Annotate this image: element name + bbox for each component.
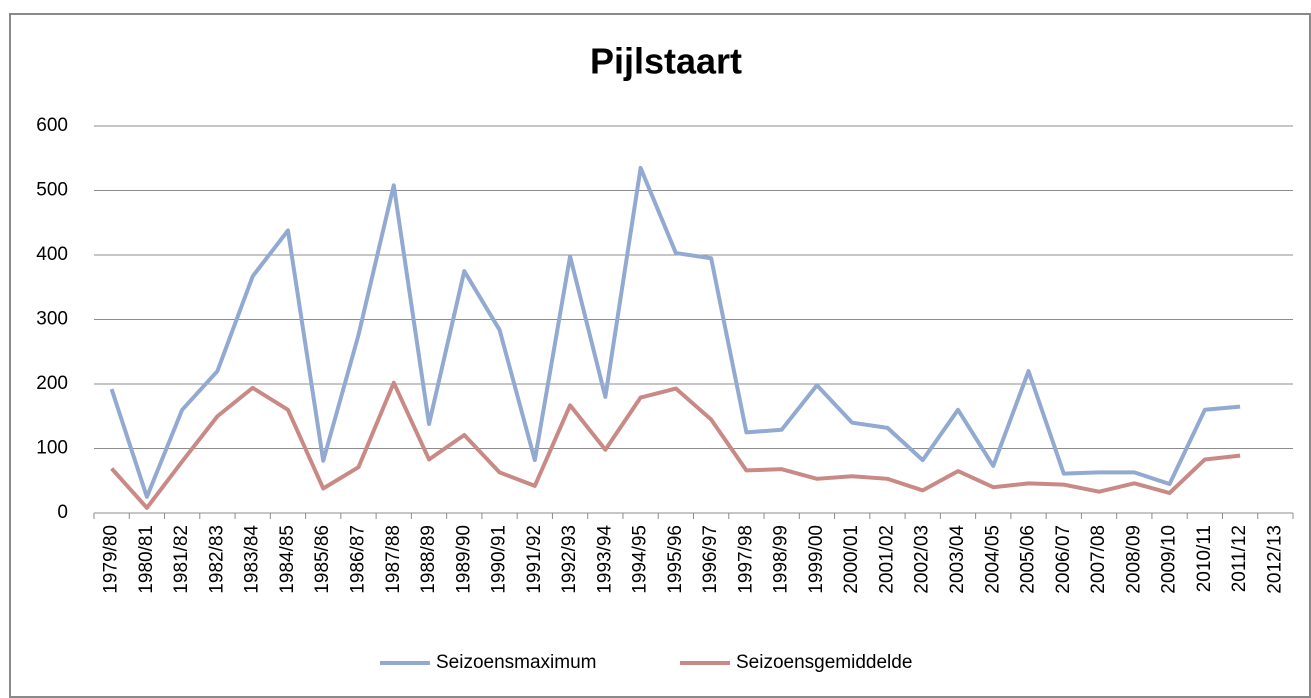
x-tick-label: 1983/84 — [242, 525, 263, 594]
legend-label: Seizoensgemiddelde — [736, 652, 912, 673]
x-tick-label: 2004/05 — [982, 525, 1003, 594]
y-tick-label: 400 — [36, 244, 68, 265]
chart-title: Pijlstaart — [590, 41, 742, 82]
x-tick-label: 2011/12 — [1229, 525, 1250, 592]
y-tick-label: 500 — [36, 180, 68, 201]
y-tick-label: 300 — [36, 309, 68, 330]
x-tick-label: 1990/91 — [489, 525, 510, 594]
x-tick-label: 2008/09 — [1123, 525, 1144, 594]
y-tick-label: 100 — [36, 438, 68, 459]
x-tick-label: 2003/04 — [947, 525, 968, 594]
x-tick-label: 1981/82 — [171, 525, 192, 594]
x-tick-label: 1996/97 — [700, 525, 721, 594]
x-tick-label: 1988/89 — [418, 525, 439, 594]
x-tick-label: 2000/01 — [841, 525, 862, 594]
x-tick-label: 1993/94 — [594, 525, 615, 594]
x-tick-label: 1980/81 — [136, 525, 157, 594]
series-line — [110, 380, 1241, 510]
y-tick-label: 600 — [36, 115, 68, 136]
series-line — [109, 165, 1241, 499]
x-tick-label: 2010/11 — [1194, 525, 1215, 592]
x-tick-label: 1987/88 — [383, 525, 404, 594]
x-tick-label: 2005/06 — [1018, 525, 1039, 594]
y-tick-label: 200 — [36, 373, 68, 394]
chart-border — [9, 13, 1311, 698]
x-tick-label: 1985/86 — [312, 525, 333, 594]
x-tick-label: 1979/80 — [101, 525, 122, 594]
x-tick-label: 1998/99 — [771, 525, 792, 594]
x-tick-label: 2006/07 — [1053, 525, 1074, 594]
x-tick-label: 1995/96 — [665, 525, 686, 594]
x-tick-label: 1997/98 — [735, 525, 756, 594]
x-tick-label: 1999/00 — [806, 525, 827, 594]
x-tick-label: 2007/08 — [1088, 525, 1109, 594]
legend-label: Seizoensmaximum — [436, 652, 597, 673]
x-tick-label: 1984/85 — [277, 525, 298, 594]
x-tick-label: 2012/13 — [1264, 525, 1285, 594]
x-tick-label: 1982/83 — [206, 525, 227, 594]
x-tick-label: 2002/03 — [912, 525, 933, 594]
x-tick-label: 1994/95 — [630, 525, 651, 594]
x-tick-label: 1991/92 — [524, 525, 545, 594]
x-tick-label: 1992/93 — [559, 525, 580, 594]
x-tick-label: 1989/90 — [453, 525, 474, 594]
x-tick-label: 1986/87 — [348, 525, 369, 594]
x-tick-label: 2009/10 — [1159, 525, 1180, 594]
y-tick-label: 0 — [57, 502, 68, 523]
x-tick-label: 2001/02 — [876, 525, 897, 594]
